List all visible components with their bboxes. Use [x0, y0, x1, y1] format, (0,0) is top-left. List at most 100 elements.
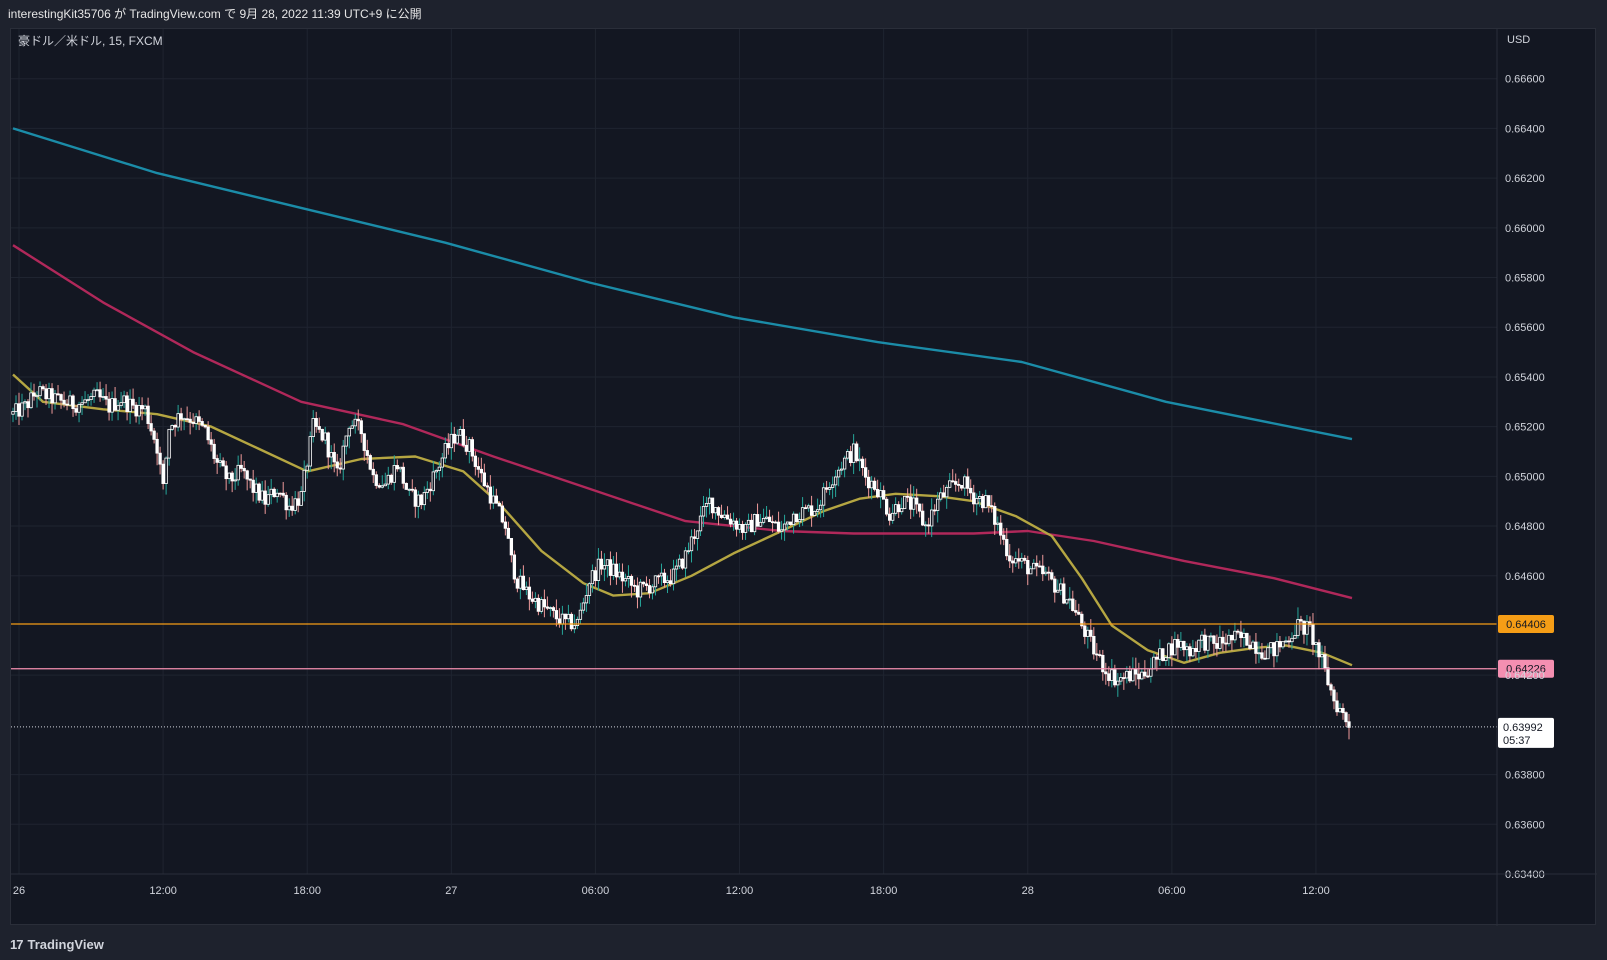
- candle-body: [497, 502, 502, 507]
- candle-body: [1080, 613, 1084, 627]
- candle-body: [248, 478, 252, 481]
- symbol-label[interactable]: 豪ドル／米ドル, 15, FXCM: [18, 33, 163, 48]
- candle-body: [656, 575, 661, 578]
- candle-body: [1329, 684, 1333, 691]
- candle-body: [1206, 635, 1210, 651]
- candle-body: [1026, 559, 1030, 575]
- candle-body: [1068, 598, 1072, 601]
- candle-body: [308, 436, 312, 467]
- candle-body: [1269, 642, 1273, 649]
- candle-body: [566, 613, 571, 620]
- candle-body: [939, 492, 943, 500]
- candle-body: [1038, 565, 1042, 568]
- candle-body: [830, 484, 835, 488]
- candle-body: [74, 408, 78, 413]
- candle-body: [809, 505, 814, 516]
- candle-body: [767, 516, 772, 523]
- candle-body: [878, 490, 883, 498]
- tradingview-logo[interactable]: 17 TradingView: [10, 937, 104, 952]
- candle-body: [317, 426, 321, 430]
- candle-body: [407, 488, 411, 491]
- candle-body: [969, 487, 973, 494]
- candle-body: [56, 393, 60, 396]
- candle-body: [1302, 620, 1306, 635]
- candle-body: [242, 468, 246, 472]
- candle-body: [1266, 647, 1270, 660]
- chart-frame[interactable]: 0.64406 0.64226 0.63992 05:37 0.66600 0.6640…: [10, 28, 1597, 926]
- candle-body: [881, 490, 886, 500]
- candle-body: [1188, 646, 1192, 657]
- candle-body: [863, 467, 868, 478]
- candle-body: [632, 584, 637, 587]
- candle-body: [1014, 558, 1018, 564]
- candle-body: [467, 439, 471, 452]
- candle-body: [179, 413, 183, 420]
- candle-body: [452, 433, 456, 444]
- price-tick-label: 0.65400: [1505, 372, 1545, 384]
- candle-body: [758, 521, 763, 527]
- candle-body: [668, 580, 673, 585]
- candle-body: [371, 468, 375, 476]
- price-tick-label: 0.66600: [1505, 74, 1545, 86]
- candle-body: [20, 402, 24, 417]
- candle-body: [548, 607, 553, 610]
- candle-body: [734, 520, 739, 530]
- candle-body: [1161, 648, 1165, 662]
- candle-body: [287, 505, 291, 511]
- candle-body: [212, 443, 216, 459]
- candle-body: [86, 399, 90, 402]
- candle-body: [134, 404, 138, 417]
- candle-body: [1137, 673, 1141, 680]
- candle-body: [50, 388, 54, 404]
- candle-body: [485, 485, 490, 488]
- candle-body: [476, 466, 480, 470]
- candle-body: [140, 405, 144, 410]
- candle-body: [47, 388, 51, 400]
- candle-body: [906, 495, 910, 498]
- candle-body: [623, 578, 628, 582]
- candle-body: [1245, 632, 1249, 646]
- candle-body: [1221, 636, 1225, 644]
- candle-body: [284, 494, 288, 511]
- candle-body: [716, 507, 721, 516]
- time-tick-label: 18:00: [870, 885, 898, 897]
- candle-body: [602, 565, 607, 570]
- candle-body: [161, 463, 165, 484]
- candle-body: [1164, 657, 1168, 662]
- candle-body: [1287, 640, 1291, 643]
- price-tick-label: 0.63800: [1505, 770, 1545, 782]
- candle-body: [1095, 653, 1099, 656]
- candle-body: [719, 514, 724, 518]
- price-level-label: 0.64406: [1506, 619, 1546, 631]
- candle-body: [1041, 565, 1045, 575]
- time-axis[interactable]: 26 12:00 18:00 27 06:00 12:00 18:00 28 06:00 12:0…: [11, 873, 1597, 897]
- candle-body: [545, 606, 550, 609]
- time-tick-label: 18:00: [293, 885, 321, 897]
- candle-body: [224, 465, 228, 480]
- candle-body: [975, 498, 979, 505]
- price-level-tag: [1498, 659, 1554, 678]
- candle-body: [578, 609, 583, 620]
- candle-body: [821, 487, 826, 506]
- candle-body: [635, 585, 640, 598]
- candle-body: [608, 559, 613, 576]
- candle-body: [59, 394, 63, 401]
- candle-body: [542, 599, 547, 608]
- candle-body: [866, 476, 871, 489]
- candle-body: [647, 585, 652, 594]
- candle-body: [981, 496, 985, 509]
- candle-body: [44, 388, 48, 400]
- candle-body: [1146, 675, 1150, 678]
- candle-body: [827, 487, 832, 490]
- candle-body: [930, 509, 934, 527]
- candle-body: [746, 519, 751, 525]
- price-axis[interactable]: 0.66600 0.66400 0.66200 0.66000 0.65800 0.656…: [1496, 29, 1545, 926]
- price-tick-label: 0.64600: [1505, 571, 1545, 583]
- candle-body: [999, 522, 1003, 536]
- candle-body: [1299, 619, 1303, 622]
- moving-averages: [12, 127, 1353, 667]
- candle-body: [278, 492, 282, 495]
- candle-body: [392, 465, 396, 483]
